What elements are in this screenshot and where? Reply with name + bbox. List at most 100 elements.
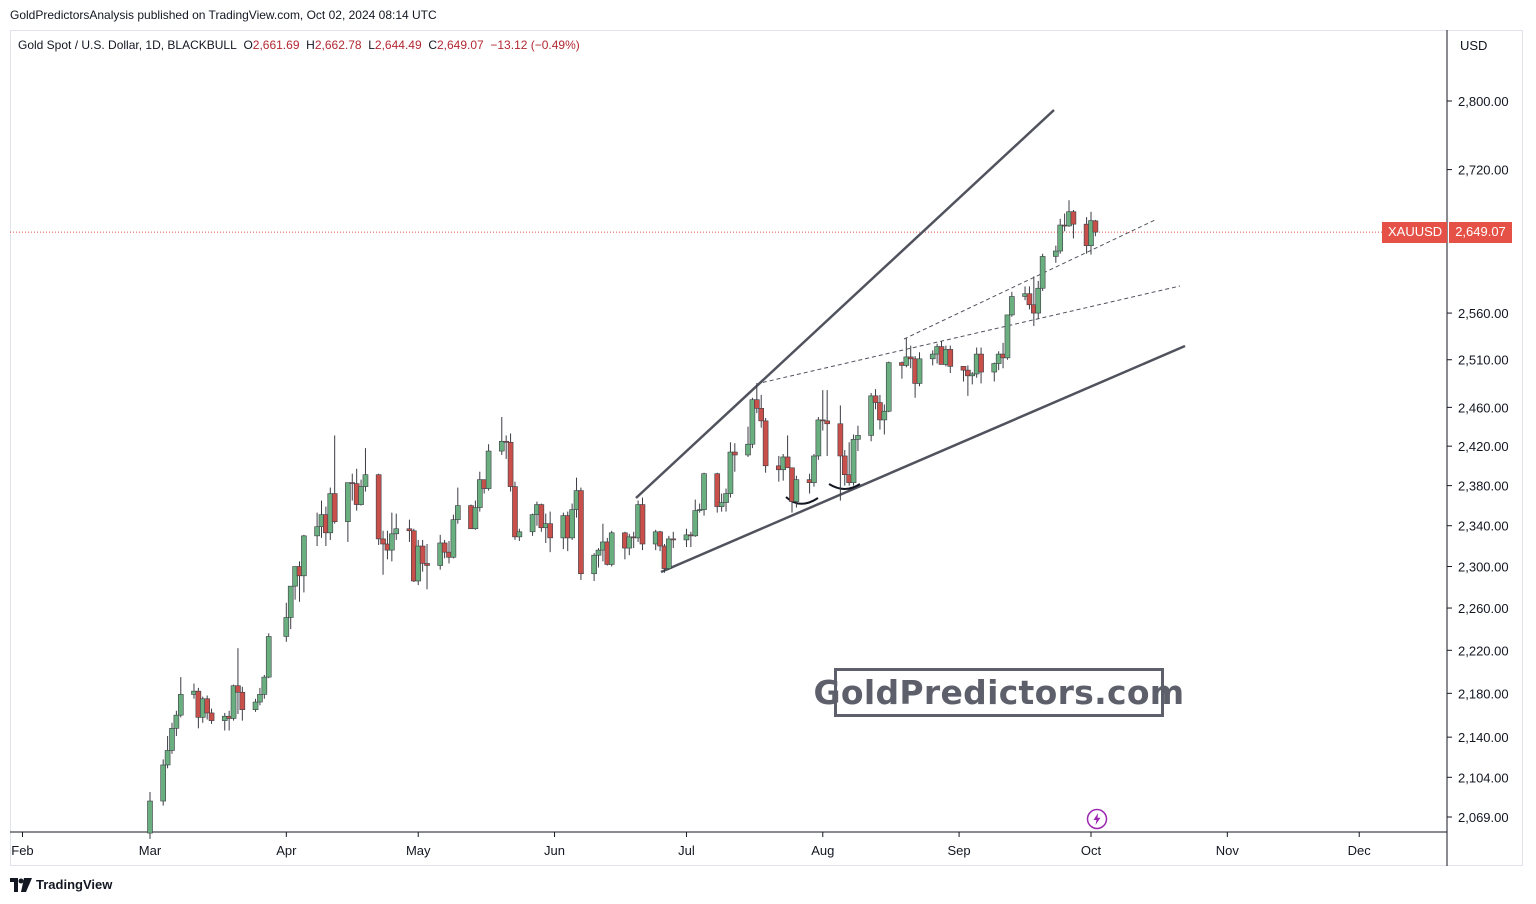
candle-body [235,685,241,693]
x-tick-label: Sep [948,843,971,858]
currency-selector[interactable]: USD [1460,38,1488,53]
candle-body [745,443,751,456]
candle-body [476,479,483,508]
candle [881,404,888,435]
candle-body [265,636,272,678]
candle [204,695,210,720]
candle [301,534,307,593]
candle [692,499,699,537]
lower-channel-line[interactable] [660,344,1186,574]
flash-icon[interactable] [1086,808,1108,830]
candle-body [292,566,298,587]
candle-body [547,523,553,539]
price-tag-symbol: XAUUSD [1382,222,1448,243]
candle [265,633,272,679]
candle [947,345,954,373]
x-tick-label: Jul [678,843,695,858]
candle [969,372,976,385]
candle-body [498,440,505,452]
candle-body [529,514,536,533]
y-tick-label: 2,104.00 [1458,770,1509,785]
y-tick-label: 2,380.00 [1458,479,1509,494]
candle [476,471,483,512]
upper-channel-line[interactable] [635,109,1055,499]
candle-body [1009,296,1015,316]
candle [177,677,184,718]
candle-body [301,535,307,577]
y-tick-label: 2,420.00 [1458,439,1509,454]
candle-body [657,531,663,547]
dashed-resistance-line[interactable] [755,285,1181,385]
candle-body [147,800,153,834]
candle [547,511,553,553]
candle [657,530,663,552]
ohlc-o-label: O [243,38,253,52]
candle-body [1026,293,1033,306]
candle-body [591,554,597,575]
candle [762,417,769,473]
candle [868,392,874,442]
candle-body [907,356,914,360]
footer-brand: TradingView [36,877,113,892]
candle [1026,286,1033,310]
candle-body [314,526,320,537]
candle [1053,245,1059,263]
candle [393,513,400,540]
candle-body [991,363,998,373]
candle-body [287,585,294,618]
candle-body [837,423,844,457]
candle-body [503,440,509,443]
watermark-logo: GoldPredictors.com [814,668,1184,717]
candle-body [969,373,976,377]
candle-body [701,473,707,510]
candle-body [349,482,356,484]
candle [784,435,791,469]
candle-body [670,538,677,541]
candle [819,390,826,431]
candle-body [885,362,892,412]
y-tick-label: 2,340.00 [1458,519,1509,534]
candle-body [881,410,888,421]
candle [358,479,364,506]
x-tick-label: Oct [1081,843,1102,858]
candle-body [261,676,268,695]
candle-body [683,534,690,541]
candle-body [696,509,703,511]
candle-body [345,482,351,522]
candle [850,434,857,486]
candle [239,686,246,721]
candle-body [164,750,171,766]
candle-body [995,353,1002,364]
candle [292,566,298,600]
candle-body [841,455,848,475]
candle-body [749,399,756,445]
candle [160,759,166,806]
candle [164,736,171,769]
candle [714,472,721,513]
candle [872,389,879,410]
candle [287,585,294,630]
candle-body [177,694,184,716]
candle-body [868,395,874,436]
candle [424,543,430,590]
publish-info: GoldPredictorsAnalysis published on Trad… [10,8,437,22]
candle-body [252,701,259,710]
candle [578,487,584,580]
candle [885,361,892,413]
candle-body [160,764,166,802]
dashed-trendline-upper[interactable] [903,219,1156,340]
candle [345,482,351,542]
candle [1057,218,1064,254]
y-tick-label: 2,180.00 [1458,686,1509,701]
candle [595,548,602,568]
x-tick-label: Mar [139,843,162,858]
candle [626,533,633,556]
candle [754,385,760,414]
candle-body [358,486,364,505]
candle-body [230,685,237,719]
candle-body [419,545,426,564]
candle [169,722,175,754]
x-tick-label: Nov [1216,843,1240,858]
candle [235,648,241,715]
